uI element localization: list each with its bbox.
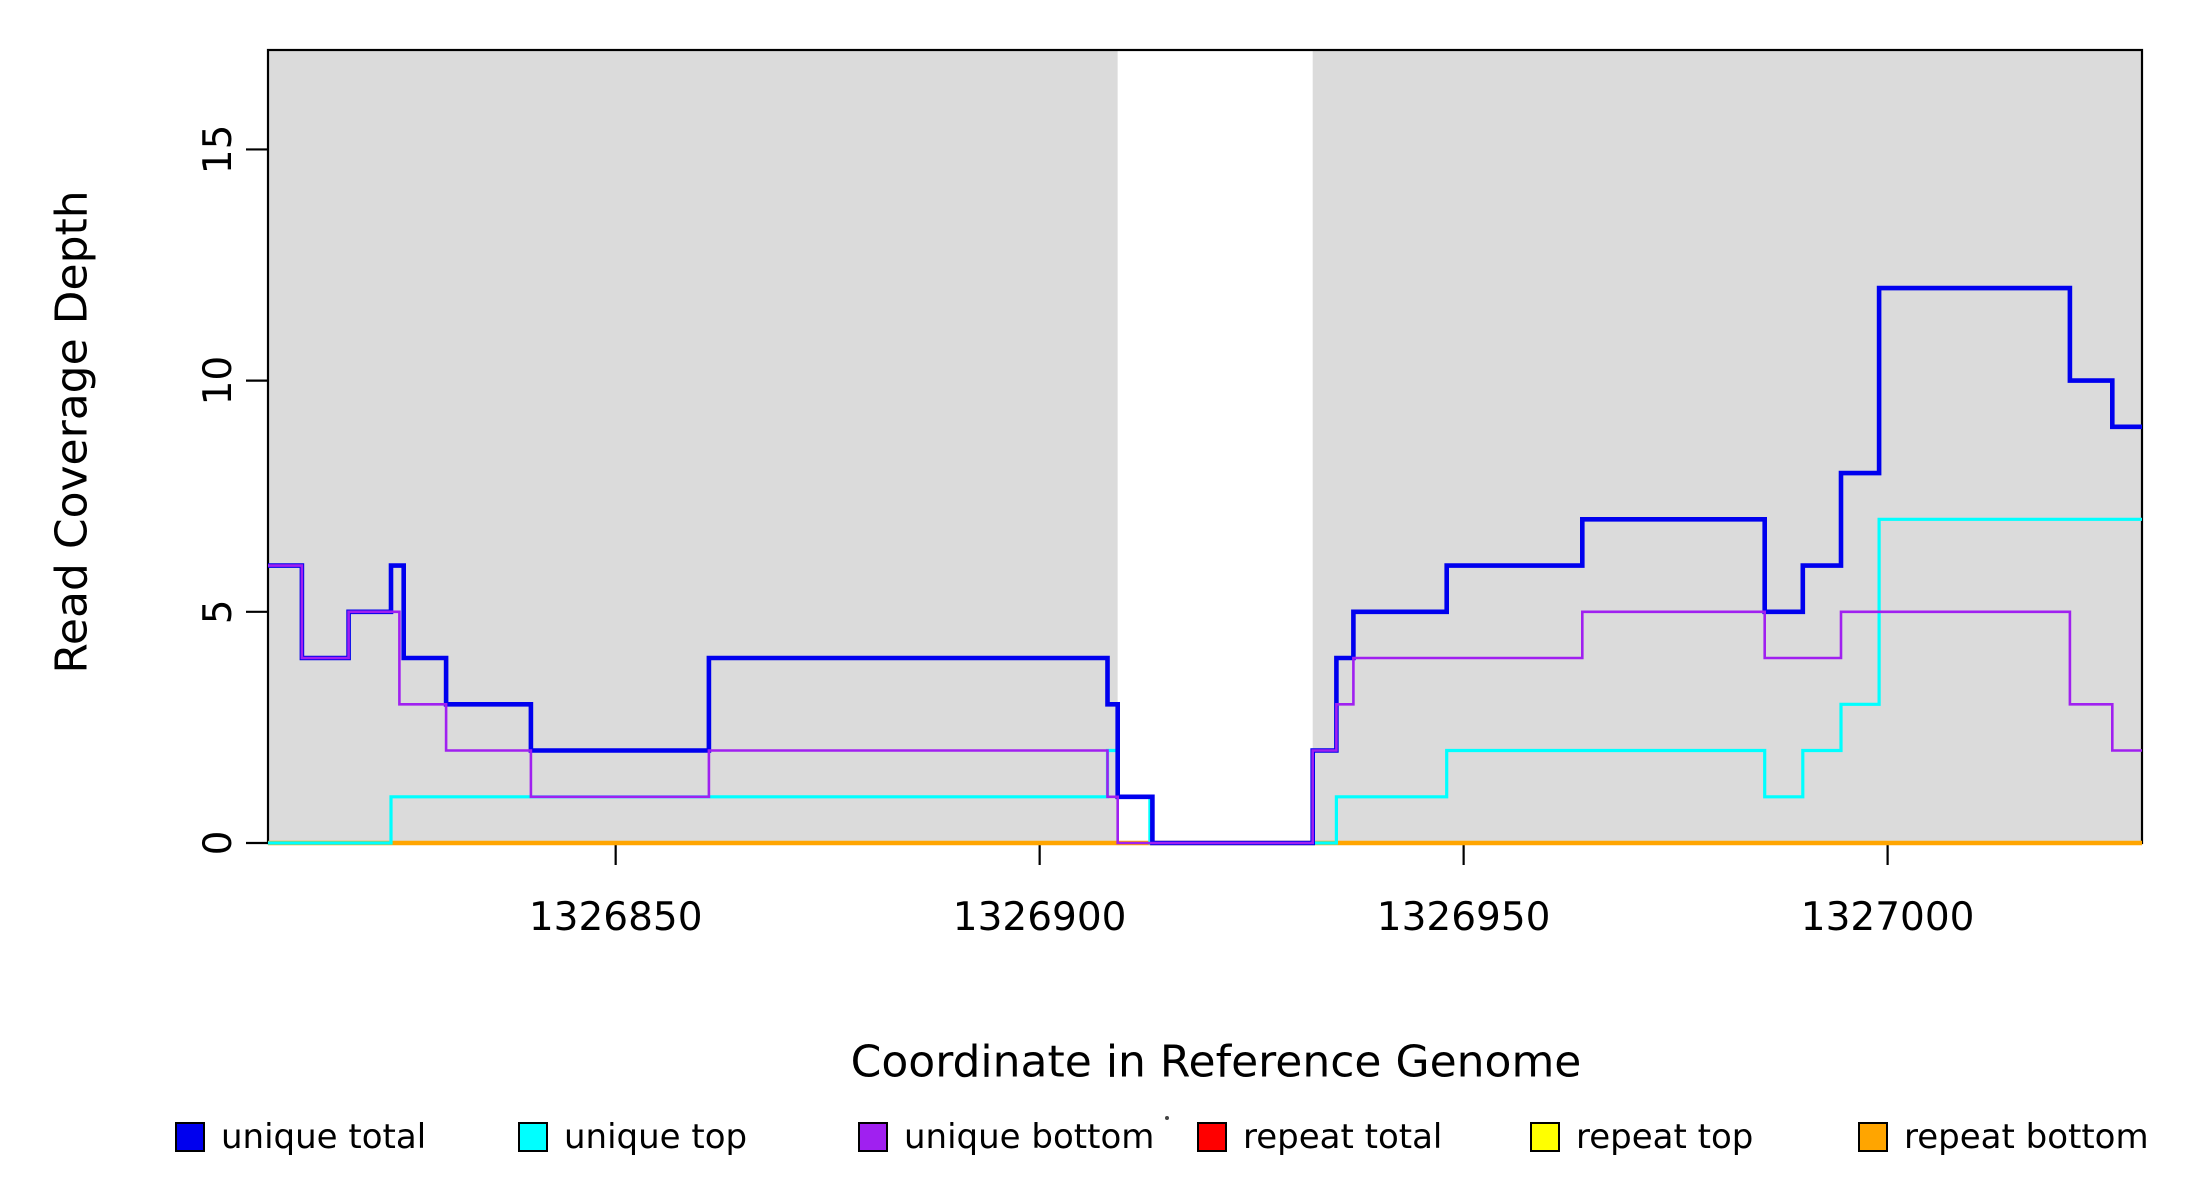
legend-swatch-repeat-bottom <box>1858 1122 1888 1152</box>
legend-item-repeat-top: repeat top <box>1530 1117 1753 1157</box>
legend-label: unique top <box>564 1117 748 1157</box>
legend-item-unique-total: unique total <box>175 1117 426 1157</box>
legend-swatch-unique-bottom <box>858 1122 888 1152</box>
x-tick-label: 1326850 <box>529 895 703 940</box>
y-tick-label: 0 <box>196 831 241 856</box>
legend-label: repeat bottom <box>1904 1117 2149 1157</box>
x-tick-label: 1327000 <box>1801 895 1975 940</box>
legend-item-unique-top: unique top <box>518 1117 747 1157</box>
shaded-region <box>268 50 1118 843</box>
legend-swatch-repeat-top <box>1530 1122 1560 1152</box>
legend-swatch-unique-top <box>518 1122 548 1152</box>
y-tick-label: 10 <box>196 356 241 406</box>
legend-label: unique bottom <box>904 1117 1155 1157</box>
x-tick-label: 1326900 <box>953 895 1127 940</box>
x-axis-title: Coordinate in Reference Genome <box>850 1036 1582 1088</box>
y-axis-title: Read Coverage Depth <box>46 190 98 674</box>
y-tick-label: 15 <box>196 125 241 175</box>
y-tick-label: 5 <box>196 599 241 624</box>
legend-label: repeat top <box>1576 1117 1754 1157</box>
stray-dot <box>1165 1116 1169 1120</box>
series-unique-bottom <box>268 564 2142 845</box>
legend-label: unique total <box>221 1117 427 1157</box>
legend-item-repeat-total: repeat total <box>1197 1117 1442 1157</box>
legend-swatch-repeat-total <box>1197 1122 1227 1152</box>
x-tick-label: 1326950 <box>1377 895 1551 940</box>
shaded-region <box>1312 50 2142 843</box>
legend-item-repeat-bottom: repeat bottom <box>1858 1117 2149 1157</box>
legend-label: repeat total <box>1243 1117 1443 1157</box>
legend-item-unique-bottom: unique bottom <box>858 1117 1154 1157</box>
legend-swatch-unique-total <box>175 1122 205 1152</box>
